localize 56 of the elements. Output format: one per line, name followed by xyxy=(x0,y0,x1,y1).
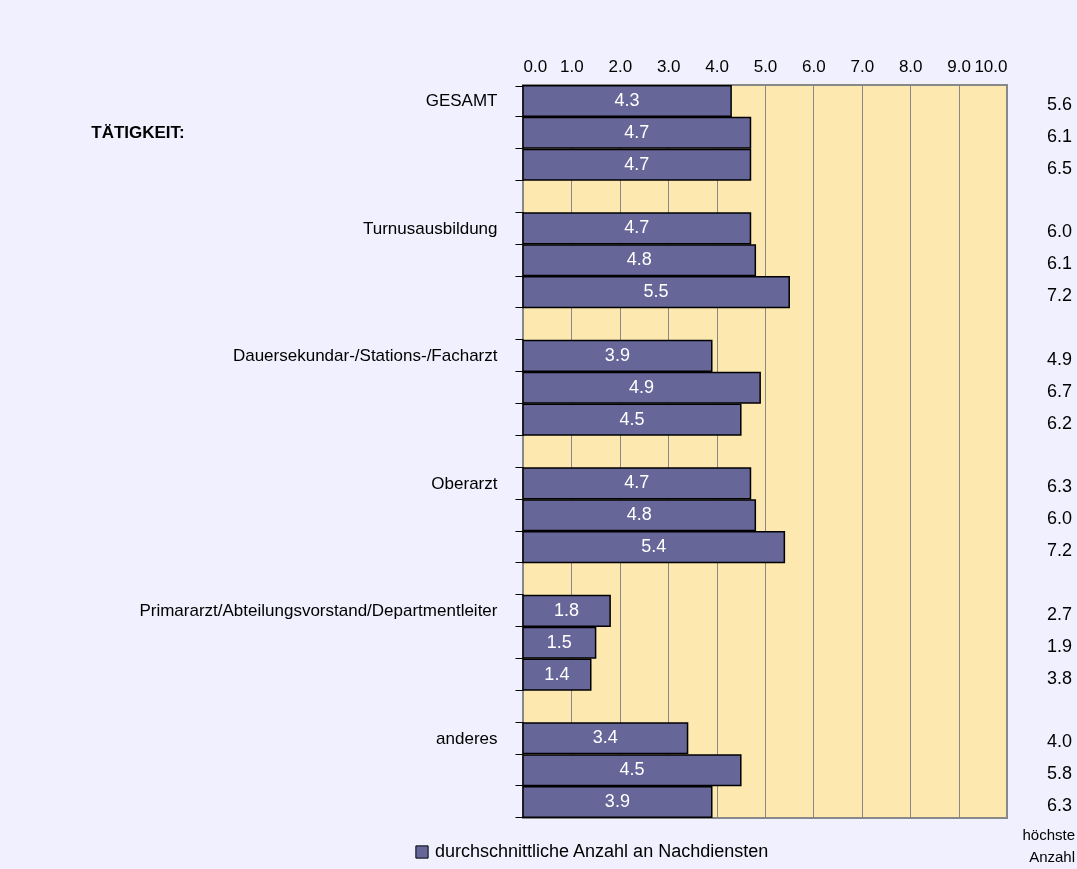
data-label: 4.9 xyxy=(629,376,655,397)
data-label: 4.7 xyxy=(624,472,650,493)
text: 4.9 xyxy=(1046,348,1072,369)
data-label: 5.4 xyxy=(641,536,667,557)
x-tick-label: 2.0 xyxy=(608,56,633,76)
x-tick-label: 7.0 xyxy=(850,56,875,76)
x-tick-label: 9.0 xyxy=(947,56,971,76)
text: 3.8 xyxy=(1046,667,1072,688)
x-tick-label: 5.0 xyxy=(753,56,778,76)
y-tick-label: GESAMT xyxy=(425,91,498,111)
y-tick-label: Primararzt/Abteilungsvorstand/Departmentleiter xyxy=(139,601,498,621)
data-label: 5.5 xyxy=(643,281,669,302)
data-label: 4.5 xyxy=(619,759,645,780)
data-label: 4.7 xyxy=(624,121,650,142)
legend-label: durchschnittliche Anzahl an Nachdiensten xyxy=(435,841,769,861)
text: 6.1 xyxy=(1046,125,1072,146)
text: 6.0 xyxy=(1046,508,1072,529)
text: 6.2 xyxy=(1046,412,1072,433)
data-label: 1.5 xyxy=(546,631,572,652)
text: 1.9 xyxy=(1046,635,1072,656)
data-label: 4.5 xyxy=(619,408,645,429)
x-tick-label: 1.0 xyxy=(560,56,584,76)
data-label: 4.7 xyxy=(624,217,650,238)
data-label: 1.4 xyxy=(544,663,570,684)
x-tick-label: 3.0 xyxy=(656,56,681,76)
data-label: 3.9 xyxy=(604,344,630,365)
text: 4.0 xyxy=(1046,731,1072,752)
data-label: 3.9 xyxy=(604,791,630,812)
text: 6.1 xyxy=(1046,253,1072,274)
x-tick-label: 6.0 xyxy=(802,56,826,76)
y-tick-label: Oberarzt xyxy=(431,473,498,493)
data-label: 3.4 xyxy=(592,727,618,748)
y-tick-label: Turnusausbildung xyxy=(362,218,498,238)
text: 5.8 xyxy=(1046,763,1072,784)
text: 6.0 xyxy=(1046,221,1072,242)
data-label: 4.7 xyxy=(624,153,650,174)
text: 6.5 xyxy=(1046,157,1072,178)
text: TÄTIGKEIT: xyxy=(91,122,185,142)
x-tick-label: 4.0 xyxy=(705,56,729,76)
data-label: 4.8 xyxy=(626,249,652,270)
text: 6.3 xyxy=(1046,476,1072,497)
text: 5.6 xyxy=(1046,93,1072,114)
text: 7.2 xyxy=(1046,540,1072,561)
y-tick-label: Dauersekundar-/Stations-/Facharzt xyxy=(232,346,498,366)
data-label: 4.8 xyxy=(626,504,652,525)
data-label: 1.8 xyxy=(554,599,580,620)
text: 7.2 xyxy=(1046,285,1072,306)
y-tick-label: anderes xyxy=(436,728,498,748)
text: 6.7 xyxy=(1046,380,1072,401)
text: 2.7 xyxy=(1046,603,1072,624)
data-label: 4.3 xyxy=(614,89,640,110)
x-tick-label: 10.0 xyxy=(974,56,1008,76)
text: höchste Anzahl xyxy=(1022,826,1075,865)
x-tick-label: 0.0 xyxy=(523,56,548,76)
x-tick-label: 8.0 xyxy=(898,56,923,76)
text: 6.3 xyxy=(1046,795,1072,816)
